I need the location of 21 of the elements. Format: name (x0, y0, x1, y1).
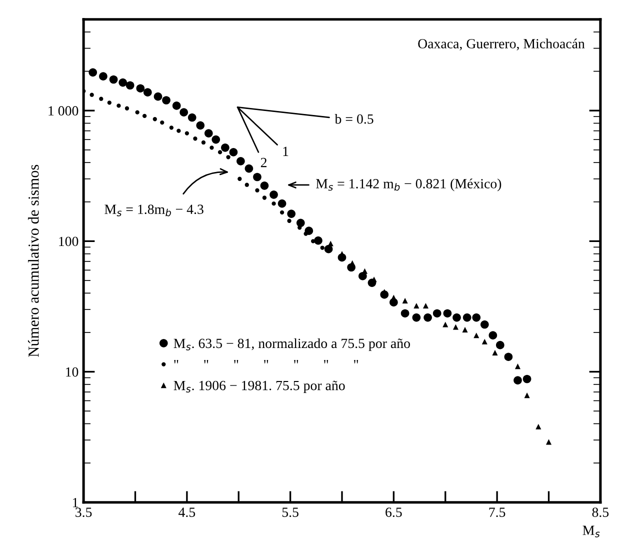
y-tick-label: 1 (72, 498, 78, 508)
y-tick-label: 100 (59, 236, 78, 246)
x-tick-label: 7.5 (489, 508, 506, 518)
y-axis-title: Número acumulativo de sismos (28, 164, 39, 357)
y-tick-label: 10 (66, 367, 78, 377)
annotation: 1 (283, 146, 288, 156)
annotation: M$_{s}$ = 1.142 m$_{b}$ − 0.821 (México) (316, 178, 502, 192)
annotation: M$_{s}$ = 1.8m$_{b}$ − 4.3 (104, 204, 204, 216)
legend-label: M$_{s}$. 1906 − 1981. 75.5 por año (174, 380, 345, 394)
annotation: Oaxaca, Guerrero, Michoacán (418, 38, 585, 50)
legend-label: " " " " " " " (174, 360, 358, 364)
x-tick-label: 5.5 (282, 508, 298, 518)
legend-label: M$_{s}$. 63.5 − 81, normalizado a 75.5 por año (174, 338, 410, 351)
x-tick-label: 4.5 (178, 508, 196, 518)
annotation: b = 0.5 (334, 114, 374, 124)
x-tick-label: 3.5 (76, 508, 92, 518)
annotation: 2 (260, 158, 267, 168)
x-axis-title: M$_{s}$ (582, 526, 600, 538)
y-tick-label: 1 000 (48, 106, 78, 116)
x-tick-label: 6.5 (386, 508, 402, 518)
x-tick-label: 8.5 (592, 508, 609, 518)
